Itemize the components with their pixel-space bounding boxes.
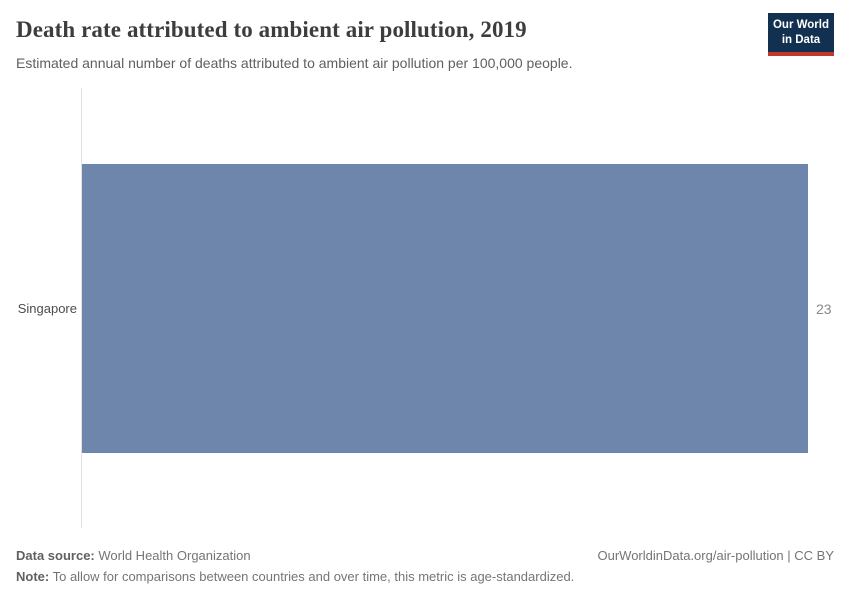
y-axis-line — [81, 88, 82, 528]
bar-singapore — [82, 164, 808, 453]
owid-logo-line1: Our World — [772, 19, 829, 31]
note-value: To allow for comparisons between countri… — [49, 569, 575, 584]
chart-footer: Data source: World Health Organization O… — [16, 547, 834, 585]
footer-source-row: Data source: World Health Organization O… — [16, 547, 834, 564]
bar-track: 23 — [82, 164, 832, 453]
data-source-text: Data source: World Health Organization — [16, 547, 251, 564]
owid-url-link[interactable]: OurWorldinData.org/air-pollution | CC BY — [597, 548, 834, 563]
page-subtitle: Estimated annual number of deaths attrib… — [16, 54, 573, 71]
category-label-singapore: Singapore — [17, 301, 77, 316]
note-label: Note: — [16, 569, 50, 584]
owid-logo-line2: in Data — [781, 33, 821, 46]
bar-value-label: 23 — [816, 300, 832, 317]
data-source-label: Data source: — [16, 548, 95, 563]
footer-note-row: Note: To allow for comparisons between c… — [16, 568, 834, 585]
bar-chart: Singapore 23 — [0, 88, 850, 528]
chart-header: Death rate attributed to ambient air pol… — [16, 16, 750, 72]
page-title: Death rate attributed to ambient air pol… — [16, 17, 527, 42]
data-source-value: World Health Organization — [94, 548, 251, 563]
owid-logo[interactable]: Our World in Data — [768, 13, 834, 56]
